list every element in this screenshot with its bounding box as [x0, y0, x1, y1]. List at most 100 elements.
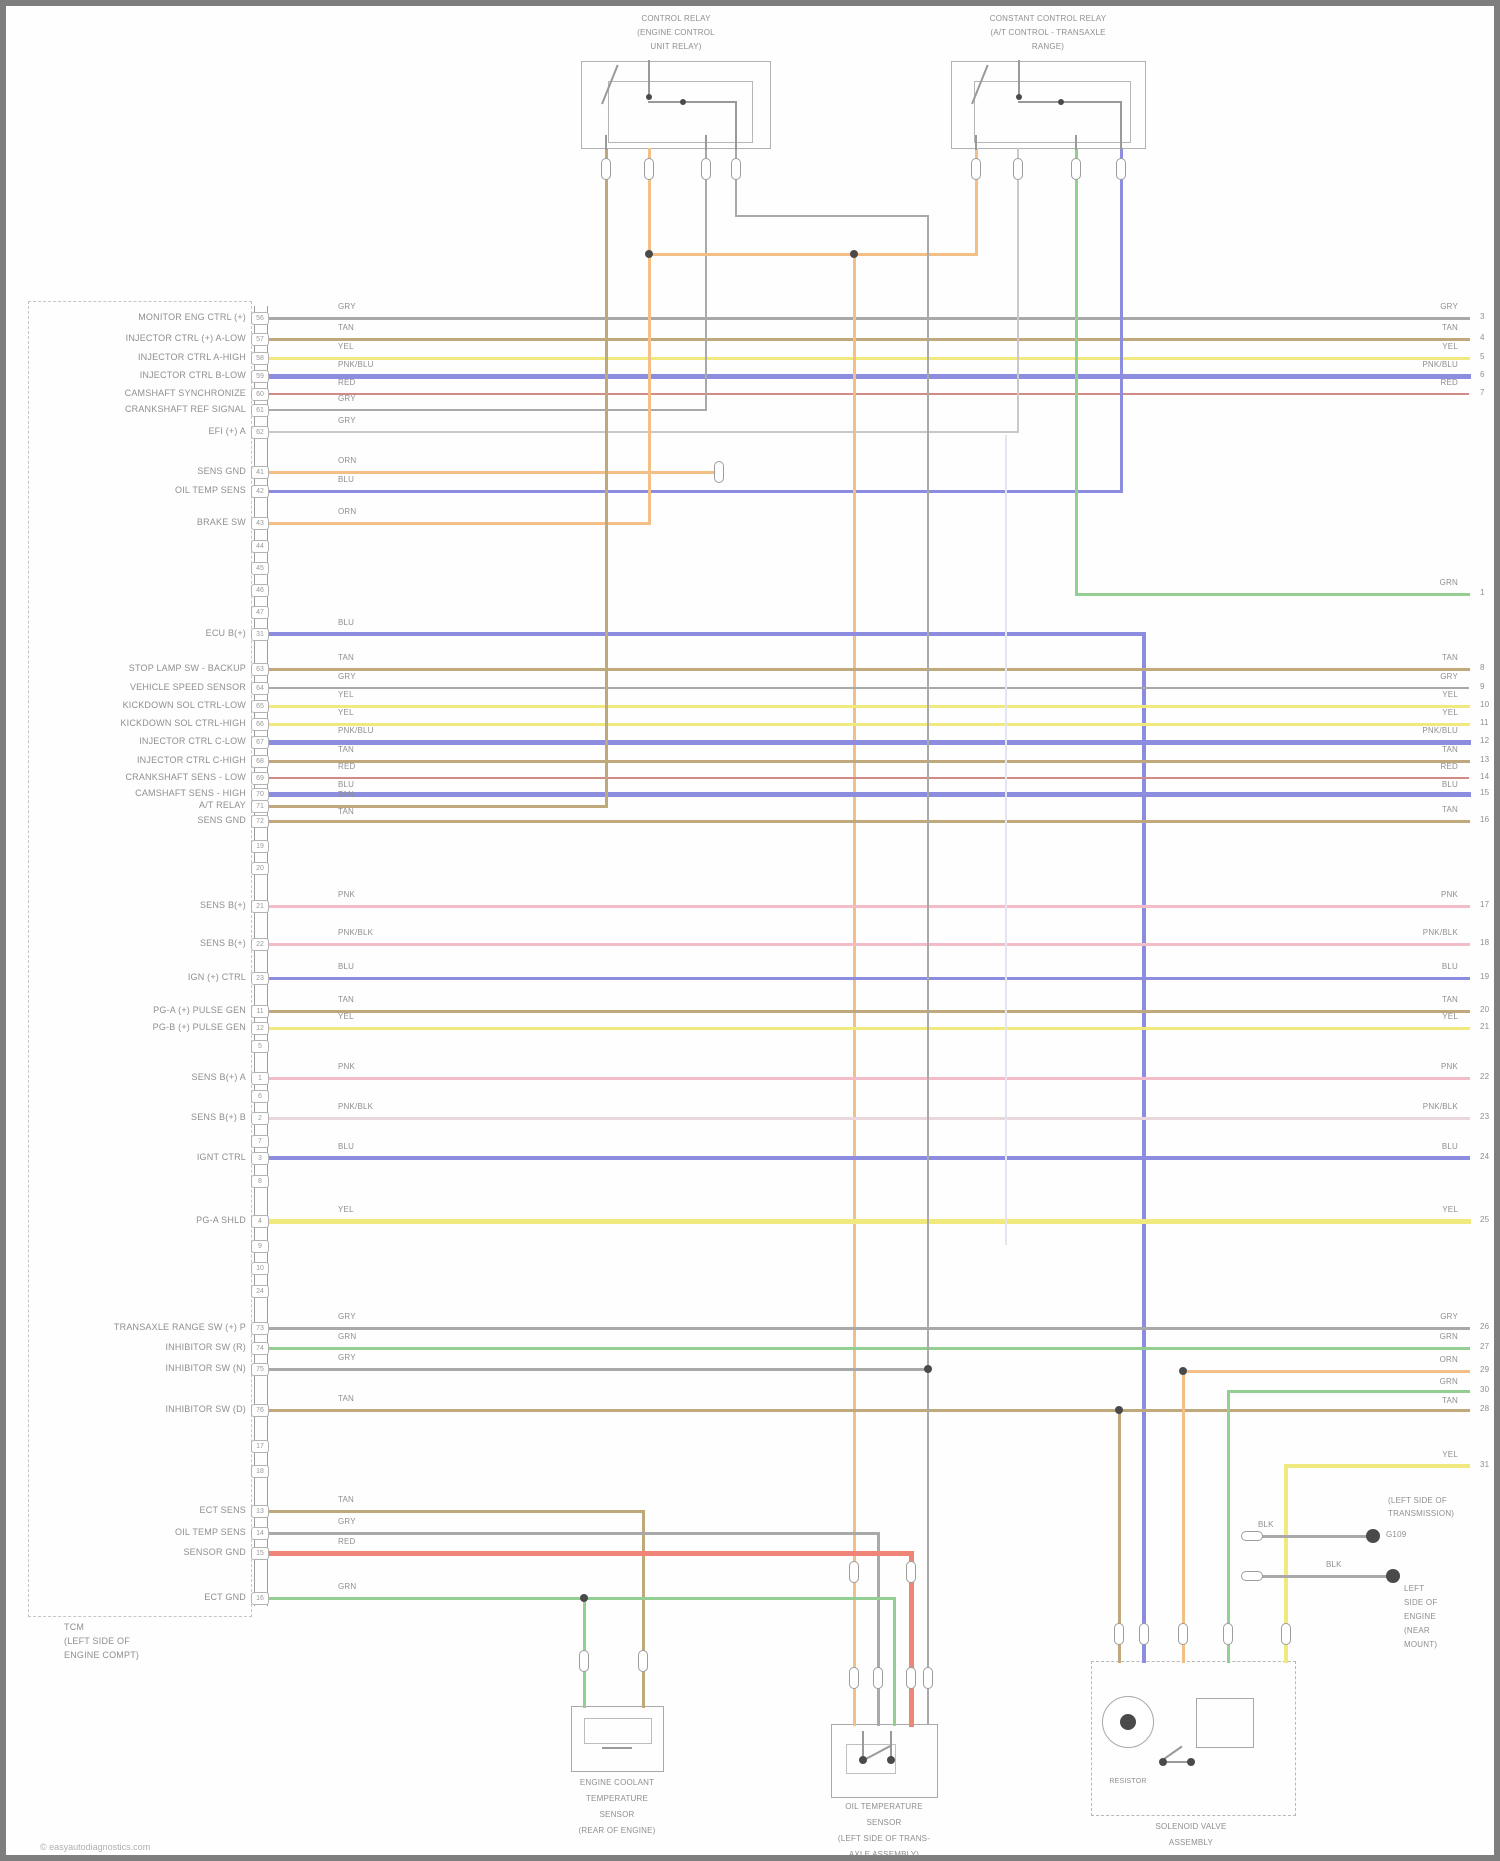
diagram-label: GRY	[338, 1353, 356, 1362]
wire-segment	[266, 470, 716, 474]
strip-pin: 73	[251, 1321, 269, 1335]
diagram-label: BLU	[338, 780, 355, 789]
strip-pin: 46	[251, 583, 269, 597]
diagram-label: TAN	[1441, 1396, 1458, 1405]
wire-segment	[266, 819, 1470, 823]
strip-pin: 15	[251, 1546, 269, 1560]
diagram-label: (LEFT SIDE OF TRANS-	[837, 1834, 931, 1843]
diagram-canvas: 56 57 58 59 60 61 62 41 42 43 44 45 46 47 31 63 64 65 66 67…	[6, 6, 1494, 1855]
inline-connector	[1178, 1623, 1188, 1645]
component-box	[951, 61, 1146, 149]
diagram-label: RED	[338, 762, 356, 771]
diagram-label: 14	[1480, 772, 1490, 781]
diagram-label: (REAR OF ENGINE)	[578, 1826, 656, 1835]
diagram-label: KICKDOWN SOL CTRL-HIGH	[120, 718, 246, 728]
diagram-label: 16	[1480, 815, 1490, 824]
inline-connector	[1071, 158, 1081, 180]
diagram-label: 17	[1480, 900, 1490, 909]
wire-segment	[267, 409, 707, 411]
strip-pin: 1	[251, 1071, 269, 1085]
inline-connector	[644, 158, 654, 180]
diagram-label: SENS B(+)	[199, 938, 246, 948]
diagram-label: GRY	[338, 302, 356, 311]
diagram-label: TAN	[338, 323, 355, 332]
wire-segment	[1017, 148, 1019, 433]
strip-pin: 13	[251, 1504, 269, 1518]
inline-connector	[701, 158, 711, 180]
diagram-label: PG-A SHLD	[196, 1215, 246, 1225]
diagram-label: SENS GND	[197, 815, 246, 825]
diagram-label: STOP LAMP SW - BACKUP	[128, 663, 246, 673]
strip-pin: 68	[251, 754, 269, 768]
diagram-label: INHIBITOR SW (N)	[165, 1363, 246, 1373]
wire-segment	[927, 215, 929, 1725]
diagram-label: (ENGINE CONTROL	[637, 28, 715, 37]
strip-pin: 10	[251, 1261, 269, 1275]
diagram-label: (LEFT SIDE OF	[64, 1636, 130, 1646]
diagram-label: YEL	[338, 708, 354, 717]
strip-pin: 66	[251, 717, 269, 731]
diagram-label: SENS B(+) A	[191, 1072, 246, 1082]
inline-connector	[714, 461, 724, 483]
wire-segment	[1162, 1761, 1192, 1763]
inline-connector	[873, 1667, 883, 1689]
diagram-label: 23	[1480, 1112, 1490, 1121]
wire-segment	[266, 1156, 1470, 1160]
diagram-label: BLU	[338, 962, 355, 971]
diagram-label: LEFT	[1404, 1584, 1425, 1593]
wire-segment	[266, 1509, 645, 1513]
diagram-label: 28	[1480, 1404, 1490, 1413]
inline-connector	[601, 158, 611, 180]
diagram-label: SENS B(+)	[199, 900, 246, 910]
diagram-label: TAN	[338, 995, 355, 1004]
diagram-label: (LEFT SIDE OF	[1388, 1496, 1447, 1505]
component-box	[581, 61, 771, 149]
diagram-label: TAN	[338, 653, 355, 662]
component-box	[584, 1718, 652, 1744]
strip-pin: 14	[251, 1526, 269, 1540]
component-box	[1196, 1698, 1254, 1748]
diagram-label: GRN	[338, 1332, 357, 1341]
diagram-label: 7	[1480, 388, 1485, 397]
wire-segment	[266, 632, 1146, 636]
diagram-label: PNK	[1440, 890, 1458, 899]
diagram-label: MOUNT)	[1404, 1640, 1438, 1649]
diagram-label: SENSOR	[866, 1818, 902, 1827]
strip-pin: 21	[251, 899, 269, 913]
strip-pin: 76	[251, 1403, 269, 1417]
strip-pin: 45	[251, 561, 269, 575]
diagram-label: TCM	[64, 1622, 85, 1632]
inline-connector	[849, 1561, 859, 1583]
diagram-label: ECT GND	[204, 1592, 246, 1602]
diagram-label: PNK	[338, 1062, 356, 1071]
inline-connector	[1241, 1531, 1263, 1541]
diagram-label: BLK	[1258, 1520, 1274, 1529]
diagram-label: RED	[338, 1537, 356, 1546]
wire-segment	[735, 215, 929, 217]
inline-connector	[1241, 1571, 1263, 1581]
diagram-label: G109	[1386, 1530, 1407, 1539]
diagram-label: INJECTOR CTRL C-HIGH	[136, 755, 246, 765]
strip-pin: 5	[251, 1039, 269, 1053]
diagram-label: GRN	[1439, 1377, 1458, 1386]
component-box	[28, 301, 252, 1617]
diagram-label: INHIBITOR SW (R)	[165, 1342, 246, 1352]
diagram-label: 11	[1480, 718, 1489, 727]
component-box	[846, 1744, 896, 1774]
junction-dot	[1058, 99, 1064, 105]
diagram-label: 9	[1480, 682, 1485, 691]
diagram-label: TAN	[338, 790, 355, 799]
wire-segment	[1074, 592, 1470, 596]
wire-segment	[266, 759, 1470, 763]
diagram-label: AXLE ASSEMBLY)	[848, 1850, 920, 1859]
wire-segment	[705, 148, 707, 411]
diagram-label: SOLENOID VALVE	[1155, 1822, 1227, 1831]
junction-dot	[1159, 1758, 1167, 1766]
diagram-label: PNK	[1440, 1062, 1458, 1071]
wire-segment	[1005, 435, 1007, 1245]
inline-connector	[1139, 1623, 1149, 1645]
wire-segment	[266, 489, 1123, 493]
wire-segment	[1117, 1408, 1121, 1663]
diagram-label: PNK	[338, 890, 356, 899]
wire-segment	[648, 60, 650, 97]
